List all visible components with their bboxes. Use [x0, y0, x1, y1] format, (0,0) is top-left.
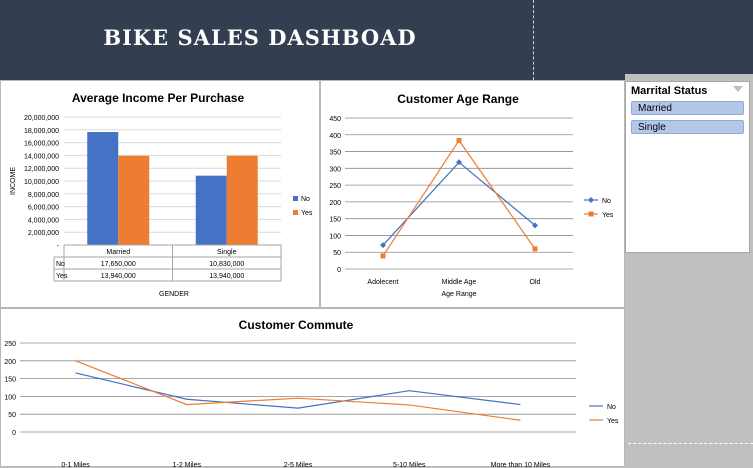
header-strip [625, 74, 753, 80]
bar-yes-married [118, 155, 150, 245]
y-tick-label: 6,000,000 [28, 205, 59, 212]
data-table-value: 13,940,000 [101, 273, 136, 280]
y-tick-label: 50 [333, 250, 341, 257]
chart-title: Average Income Per Purchase [72, 91, 245, 105]
legend-marker-no [588, 197, 594, 203]
data-table-value: 17,650,000 [101, 261, 136, 268]
header-divider [533, 0, 534, 80]
category-label: Adolecent [367, 279, 398, 286]
commute-chart: Customer Commute 0 50 100 150 200 250 0-1 Miles… [4, 318, 619, 468]
category-label: More than 10 Miles [491, 462, 551, 468]
y-tick-label: 4,000,000 [28, 217, 59, 224]
legend-label: No [301, 196, 310, 203]
slicer-title: Marrital Status [631, 85, 708, 97]
y-tick-label: 400 [329, 133, 341, 140]
bar-yes-single [226, 155, 258, 245]
data-point-no [456, 159, 462, 166]
commute-chart-panel: Customer Commute 0 50 100 150 200 250 0-1 Miles… [0, 308, 625, 468]
category-label: Old [530, 279, 541, 286]
chart-title: Customer Commute [239, 318, 354, 332]
sheet-page-break [628, 443, 753, 444]
age-chart-panel: Customer Age Range 0 50 100 150 200 250 300 350 4… [320, 80, 625, 308]
legend-label: No [602, 198, 611, 205]
category-label: 2-5 Miles [284, 462, 313, 468]
y-tick-label: 100 [329, 233, 341, 240]
category-label: 1-2 Miles [173, 462, 202, 468]
bar-no-married [87, 132, 119, 245]
y-tick-label: 20,000,000 [24, 115, 59, 122]
legend-swatch-yes [293, 210, 298, 215]
legend-label: Yes [301, 210, 313, 217]
x-axis-label: GENDER [159, 291, 189, 298]
legend-label: No [607, 404, 616, 411]
dashboard-title: BIKE SALES DASHBOAD [103, 25, 417, 50]
table-series-label: Yes [56, 273, 68, 280]
legend-label: Yes [607, 418, 619, 425]
y-tick-label: 200 [4, 359, 16, 366]
y-tick-label: 12,000,000 [24, 166, 59, 173]
y-tick-label: 100 [4, 394, 16, 401]
category-label: 5-10 Miles [393, 462, 426, 468]
legend-marker-yes [588, 211, 594, 217]
y-tick-label: 300 [329, 166, 341, 173]
category-label: 0-1 Miles [61, 462, 90, 468]
series-line-yes [75, 360, 521, 421]
y-tick-label: 350 [329, 150, 341, 157]
y-tick-label: 14,000,000 [24, 153, 59, 160]
y-tick-label: 0 [12, 430, 16, 437]
y-tick-label: 18,000,000 [24, 128, 59, 135]
income-chart: Average Income Per Purchase - 2,000,000 4,0… [10, 91, 313, 298]
series-line-yes [382, 139, 536, 257]
y-tick-label: 8,000,000 [28, 192, 59, 199]
category-label: Married [106, 249, 130, 256]
table-series-label: No [56, 261, 65, 268]
y-tick-label: 0 [337, 267, 341, 274]
y-tick-label: 50 [8, 412, 16, 419]
data-point-no [532, 222, 538, 229]
legend-label: Yes [602, 212, 614, 219]
y-axis-label: INCOME [10, 167, 17, 195]
y-tick-label: 150 [329, 217, 341, 224]
x-axis-label: Age Range [441, 291, 476, 298]
slicer-item-married[interactable]: Married [631, 101, 744, 115]
income-chart-panel: Average Income Per Purchase - 2,000,000 4,0… [0, 80, 320, 308]
data-point-yes [532, 246, 538, 252]
series-line-no [75, 372, 521, 409]
y-tick-label: 16,000,000 [24, 141, 59, 148]
data-point-yes [456, 137, 462, 143]
data-point-no [380, 242, 386, 249]
data-table-value: 10,830,000 [209, 261, 244, 268]
age-chart: Customer Age Range 0 50 100 150 200 250 300 350 4… [329, 92, 614, 298]
bar-no-single [195, 175, 227, 245]
legend-swatch-no [293, 196, 298, 201]
chart-title: Customer Age Range [397, 92, 519, 106]
y-tick-label: 450 [329, 116, 341, 123]
filter-icon[interactable] [733, 86, 743, 92]
y-tick-label: 250 [4, 341, 16, 348]
category-label: Single [217, 249, 237, 256]
marital-status-slicer: Marrital Status Married Single [625, 81, 750, 253]
y-tick-label: - [57, 243, 60, 250]
y-tick-label: 2,000,000 [28, 230, 59, 237]
y-tick-label: 150 [4, 377, 16, 384]
data-table-value: 13,940,000 [209, 273, 244, 280]
y-tick-label: 200 [329, 200, 341, 207]
data-point-yes [380, 253, 386, 259]
y-tick-label: 10,000,000 [24, 179, 59, 186]
category-label: Middle Age [442, 279, 477, 286]
slicer-item-single[interactable]: Single [631, 120, 744, 134]
y-tick-label: 250 [329, 183, 341, 190]
dashboard-header: BIKE SALES DASHBOAD [0, 0, 753, 80]
series-line-no [382, 161, 536, 246]
